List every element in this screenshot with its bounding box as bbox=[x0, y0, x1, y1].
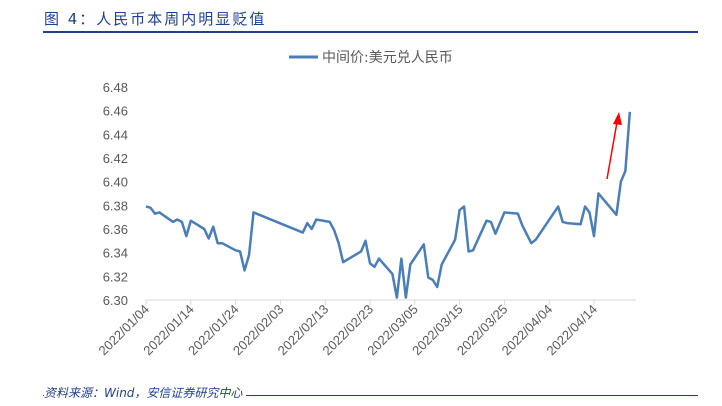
y-tick-label: 6.30 bbox=[103, 293, 128, 308]
up-arrow-head bbox=[613, 112, 622, 125]
y-tick-label: 6.34 bbox=[103, 246, 128, 261]
y-tick-label: 6.44 bbox=[103, 127, 128, 142]
title-rule bbox=[43, 31, 698, 33]
y-tick-label: 6.42 bbox=[103, 151, 128, 166]
y-tick-label: 6.38 bbox=[103, 198, 128, 213]
series-line bbox=[145, 111, 632, 299]
y-tick-label: 6.46 bbox=[103, 104, 128, 119]
y-tick-label: 6.40 bbox=[103, 175, 128, 190]
source-rule bbox=[43, 395, 698, 396]
y-tick-label: 6.48 bbox=[103, 80, 128, 95]
y-tick-label: 6.32 bbox=[103, 269, 128, 284]
figure-title: 图 4：人民币本周内明显贬值 bbox=[44, 10, 267, 28]
y-tick-label: 6.36 bbox=[103, 222, 128, 237]
up-arrow bbox=[606, 121, 618, 180]
legend-label: 中间价:美元兑人民币 bbox=[322, 50, 453, 66]
source-note: 资料来源：Wind，安信证券研究中心 bbox=[44, 384, 247, 401]
